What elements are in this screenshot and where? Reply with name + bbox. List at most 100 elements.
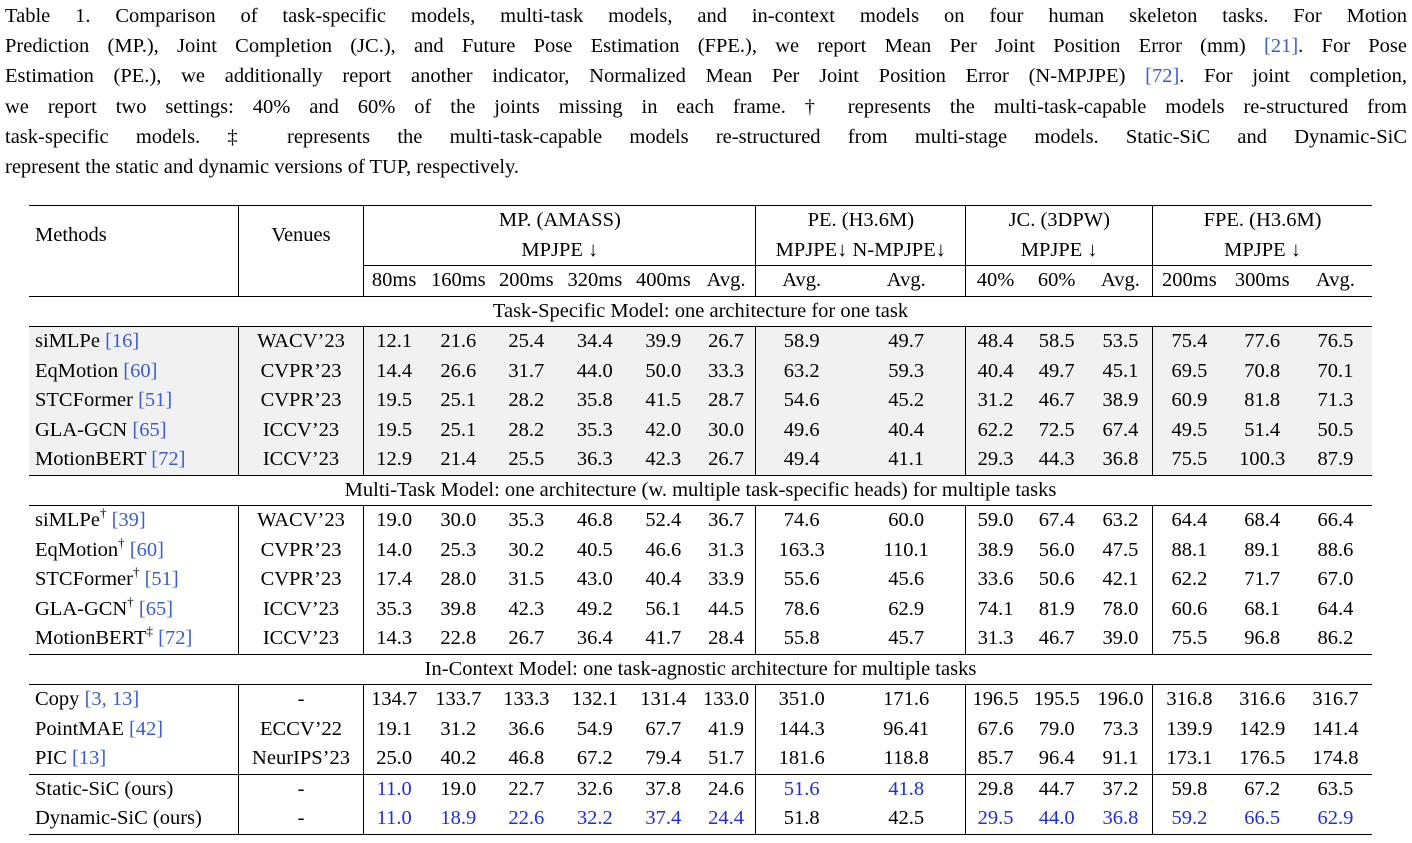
value-cell: 31.2 xyxy=(440,717,477,740)
venue-cell: WACV’23 xyxy=(237,326,364,357)
value-cell: 46.8 xyxy=(508,747,545,769)
value-cell: 48.4 xyxy=(965,326,1025,357)
value-cell: 36.8 xyxy=(1088,804,1153,835)
citation-link[interactable]: [42] xyxy=(128,717,164,740)
citation-link[interactable]: [21] xyxy=(1264,35,1299,58)
method-cell: GLA-GCN [65] xyxy=(29,415,239,445)
value-cell: 51.8 xyxy=(755,804,848,835)
value-cell: 79.0 xyxy=(1038,717,1075,740)
value-cell: 14.3 xyxy=(363,624,424,654)
section-title: Task-Specific Model: one architecture fo… xyxy=(29,295,1372,327)
section-title-row: In-Context Model: one task-agnostic arch… xyxy=(29,653,1372,685)
section-title-row: Multi-Task Model: one architecture (w. m… xyxy=(29,474,1372,506)
header-row-sub: 80ms 160ms 200ms 320ms 400ms Avg. Avg. Avg. 40% 6… xyxy=(29,265,1372,296)
value-cell: 96.4 xyxy=(1038,747,1075,769)
method-cell: EqMotion† [60] xyxy=(29,536,238,566)
value-cell: 36.6 xyxy=(508,717,545,740)
value-cell: 24.6 xyxy=(696,773,756,804)
venue-cell: NeurIPS’23 xyxy=(237,744,364,774)
citation-link[interactable]: [65] xyxy=(138,597,174,620)
value-cell: 75.5 xyxy=(1152,624,1226,654)
subheader-cell: Avg. xyxy=(696,265,756,296)
value-cell: 28.2 xyxy=(492,415,560,445)
group-header-pe: PE. (H3.6M) xyxy=(755,205,966,236)
value-cell: 176.5 xyxy=(1239,747,1286,769)
citation-link[interactable]: [65] xyxy=(132,418,167,441)
value-cell: 64.4 xyxy=(1152,505,1226,536)
caption-text: Estimation (PE.), we additionally report… xyxy=(5,65,1146,88)
value-cell: 100.3 xyxy=(1225,445,1299,475)
section-title-row: Task-Specific Model: one architecture fo… xyxy=(29,295,1372,327)
value-cell: 55.8 xyxy=(755,624,848,654)
caption-text: . For joint completion, xyxy=(1179,65,1407,88)
value-cell: 181.6 xyxy=(755,744,848,774)
method-name: GLA-GCN xyxy=(35,597,128,620)
method-name: PIC xyxy=(35,747,67,769)
venue-cell: WACV’23 xyxy=(237,505,364,536)
value-cell: 18.9 xyxy=(423,804,493,835)
value-cell: 12.9 xyxy=(363,445,424,475)
value-cell: 67.2 xyxy=(1225,773,1299,804)
value-cell: 70.1 xyxy=(1298,356,1372,386)
venue-cell: - xyxy=(237,804,364,835)
table-row: GLA-GCN [65] ICCV’23 19.5 25.1 28.2 35.3 42.0 3… xyxy=(29,415,1372,445)
venue-cell: ICCV’23 xyxy=(237,624,364,654)
value-cell: 62.2 xyxy=(1152,565,1226,595)
value-cell: 63.5 xyxy=(1298,773,1372,804)
method-name: PointMAE xyxy=(35,717,124,740)
value-cell: 51.4 xyxy=(1225,415,1299,445)
citation-link[interactable]: [72] xyxy=(151,448,186,470)
value-cell: 56.1 xyxy=(645,597,682,620)
value-cell: 28.7 xyxy=(696,386,756,416)
value-cell: 33.6 xyxy=(965,565,1025,595)
value-cell: 144.3 xyxy=(755,714,848,744)
subheader-cell: 300ms xyxy=(1225,265,1299,296)
value-cell: 131.4 xyxy=(640,688,687,710)
caption-line-2: Prediction (MP.), Joint Completion (JC.)… xyxy=(5,31,1407,61)
value-cell: 96.41 xyxy=(883,717,930,740)
value-cell: 40.5 xyxy=(576,538,613,561)
value-cell: 38.9 xyxy=(1088,386,1153,416)
method-name: siMLPe xyxy=(35,330,100,352)
subheader-cell: 320ms xyxy=(559,265,630,296)
subheader-cell: Avg. xyxy=(847,265,966,296)
citation-link[interactable]: [51] xyxy=(144,568,179,590)
method-name: MotionBERT xyxy=(35,448,147,470)
value-cell: 36.7 xyxy=(708,509,744,531)
citation-link[interactable]: [39] xyxy=(111,509,146,531)
value-cell: 30.0 xyxy=(440,509,477,531)
value-cell: 22.7 xyxy=(492,773,560,804)
citation-link[interactable]: [51] xyxy=(138,389,173,411)
citation-link[interactable]: [60] xyxy=(129,538,164,561)
value-cell: 19.1 xyxy=(363,714,424,744)
citation-link[interactable]: [60] xyxy=(123,359,158,382)
citation-link[interactable]: [3, 13] xyxy=(84,688,140,710)
value-cell: 32.6 xyxy=(559,773,630,804)
value-cell: 22.6 xyxy=(492,804,560,835)
value-cell: 39.8 xyxy=(440,597,477,620)
citation-link[interactable]: [13] xyxy=(72,747,107,769)
value-cell: 81.9 xyxy=(1038,597,1075,620)
value-cell: 67.4 xyxy=(1038,509,1075,531)
value-cell: 351.0 xyxy=(755,684,848,715)
method-name: GLA-GCN xyxy=(35,418,128,441)
value-cell: 49.2 xyxy=(576,597,613,620)
value-cell: 174.8 xyxy=(1312,747,1359,769)
citation-link[interactable]: [72] xyxy=(1145,65,1180,88)
venue-cell: CVPR’23 xyxy=(237,356,364,386)
method-cell: GLA-GCN† [65] xyxy=(29,595,238,625)
value-cell: 26.6 xyxy=(423,356,493,386)
value-cell: 195.5 xyxy=(1033,688,1080,710)
value-cell: 60.6 xyxy=(1152,594,1226,624)
value-cell: 45.2 xyxy=(847,386,966,416)
value-cell: 22.8 xyxy=(440,627,477,649)
value-cell: 71.3 xyxy=(1298,386,1372,416)
citation-link[interactable]: [72] xyxy=(158,627,193,649)
value-cell: 58.9 xyxy=(755,326,848,357)
value-cell: 37.8 xyxy=(629,773,697,804)
method-mark: † xyxy=(127,593,134,609)
citation-link[interactable]: [16] xyxy=(105,330,140,352)
value-cell: 141.4 xyxy=(1312,717,1359,740)
method-name: STCFormer xyxy=(35,568,133,590)
value-cell: 69.5 xyxy=(1152,356,1226,386)
